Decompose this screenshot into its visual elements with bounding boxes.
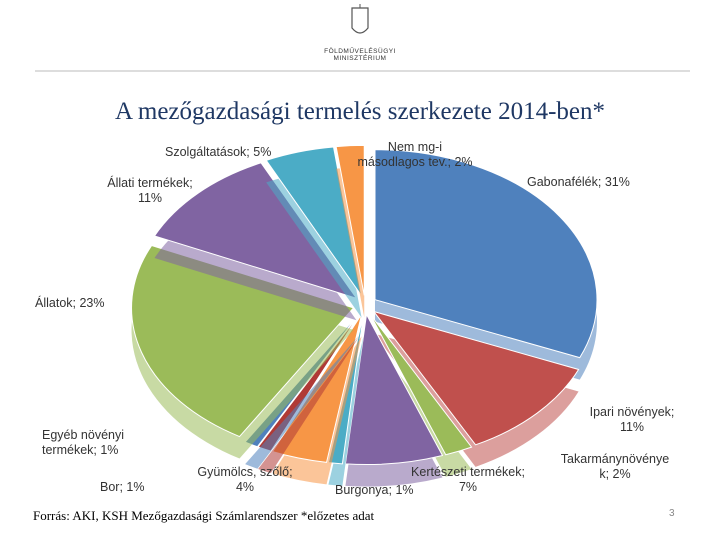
slice-label: Nem mg-i másodlagos tev.; 2% [357, 140, 473, 169]
chart-title: A mezőgazdasági termelés szerkezete 2014… [114, 98, 606, 125]
logo-crest [351, 4, 369, 34]
slice-label: Burgonya; 1% [335, 483, 414, 497]
slice-label: Takarmánynövénye k; 2% [560, 452, 670, 481]
slice-label: Bor; 1% [100, 480, 145, 494]
pie-slice [265, 146, 363, 297]
page-number: 3 [669, 508, 675, 519]
slice-label: Gabonafélék; 31% [527, 175, 630, 189]
slice-label: Állati termékek; 11% [107, 176, 193, 205]
pie-slice [374, 149, 598, 359]
slice-label: Kertészeti termékek; 7% [411, 465, 525, 494]
slice-label: Szolgáltatások; 5% [165, 145, 272, 159]
logo-text: FÖLDMŰVELÉSÜGYI MINISZTÉRIUM [324, 48, 396, 62]
source-note: Forrás: AKI, KSH Mezőgazdasági Számlaren… [33, 508, 375, 523]
slice-side [258, 335, 360, 474]
pie-slice [153, 162, 358, 300]
slice-label: Egyéb növényi termékek; 1% [42, 428, 125, 457]
slice-label: Gyümölcs, szőlő; 4% [197, 465, 293, 494]
slice-side [245, 335, 360, 469]
pie-slice [344, 312, 444, 466]
pie-slice [335, 144, 365, 296]
slice-label: Ipari növények; 11% [589, 405, 675, 434]
pie-slice [369, 313, 473, 456]
slice-label: Állatok; 23% [35, 296, 105, 310]
pie-slice [372, 310, 580, 446]
